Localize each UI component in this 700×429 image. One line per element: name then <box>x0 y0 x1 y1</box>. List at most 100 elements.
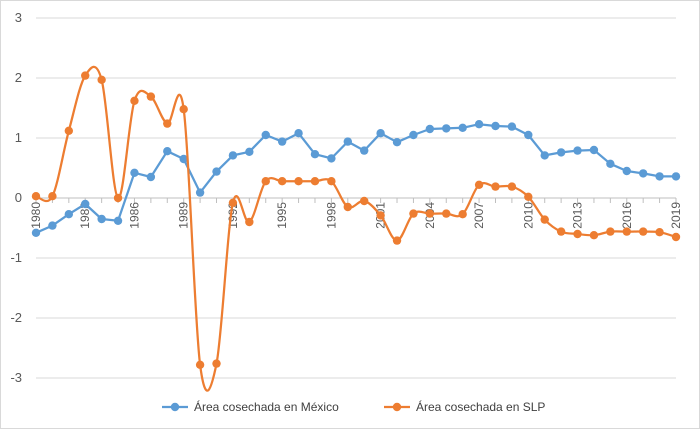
data-point <box>64 126 74 135</box>
data-point <box>360 196 369 206</box>
data-point <box>638 227 648 236</box>
data-point <box>113 216 123 225</box>
data-point <box>392 236 402 245</box>
data-point <box>556 148 566 157</box>
data-point <box>442 124 451 133</box>
data-point <box>97 214 106 224</box>
data-point <box>376 129 385 138</box>
data-point <box>81 199 90 209</box>
data-point <box>261 130 270 140</box>
data-point <box>442 209 451 218</box>
y-tick-label: -3 <box>10 370 22 385</box>
legend-marker <box>170 402 180 412</box>
legend: Área cosechada en México Área cosechada e… <box>162 399 545 414</box>
legend-label-area-cosechada-en-mexico: Área cosechada en México <box>194 399 339 414</box>
data-point <box>671 232 681 242</box>
x-tick-label: 2019 <box>669 202 683 229</box>
data-point <box>474 120 484 129</box>
data-point <box>589 145 599 155</box>
data-point <box>245 147 254 156</box>
data-point <box>48 192 57 201</box>
series-line-area-cosechada-en-mexico <box>35 123 676 234</box>
x-tick-label: 1980 <box>29 202 43 229</box>
data-point <box>638 169 648 178</box>
data-point <box>507 182 517 191</box>
data-point <box>425 209 435 218</box>
data-point <box>179 105 188 114</box>
data-point <box>48 221 57 230</box>
data-point <box>376 211 385 220</box>
data-point <box>228 151 238 160</box>
data-point <box>310 150 320 159</box>
x-tick-label: 2013 <box>571 202 585 229</box>
data-point <box>327 154 336 163</box>
data-point <box>327 177 336 186</box>
data-point <box>113 193 123 203</box>
series-lines <box>31 65 681 392</box>
y-tick-label: 2 <box>15 70 22 85</box>
data-point <box>277 137 287 146</box>
data-point <box>392 138 402 147</box>
data-point <box>163 119 172 128</box>
data-point <box>64 210 74 219</box>
data-point <box>491 182 500 191</box>
data-point <box>671 172 681 181</box>
data-point <box>524 192 533 201</box>
data-point <box>31 192 41 201</box>
data-point <box>540 151 549 160</box>
data-point <box>179 154 188 164</box>
y-tick-label: 1 <box>15 130 22 145</box>
legend-label-area-cosechada-en-slp: Área cosechada en SLP <box>416 399 545 414</box>
x-tick-label: 1989 <box>177 202 191 229</box>
data-point <box>195 188 205 197</box>
data-point <box>277 177 287 186</box>
x-tick-label: 1995 <box>275 202 289 229</box>
x-tick-label: 2016 <box>620 202 634 229</box>
data-point <box>97 75 106 85</box>
x-tick-label: 1986 <box>127 202 141 229</box>
data-point <box>622 227 631 236</box>
data-point <box>474 180 484 189</box>
y-axis-tick-labels: 3 2 1 0 -1 -2 -3 <box>10 10 22 385</box>
data-point <box>409 209 418 218</box>
data-point <box>195 360 205 369</box>
data-point <box>458 123 467 132</box>
data-point <box>655 228 664 237</box>
data-point <box>655 172 664 181</box>
data-point <box>343 202 352 212</box>
y-tick-label: -1 <box>10 250 22 265</box>
data-point <box>425 124 435 134</box>
data-point <box>310 177 320 186</box>
data-point <box>589 231 599 240</box>
data-point <box>540 215 549 224</box>
data-point <box>491 121 500 131</box>
y-tick-label: 3 <box>15 10 22 25</box>
legend-marker <box>392 402 402 412</box>
y-tick-label: 0 <box>15 190 22 205</box>
data-point <box>228 198 238 207</box>
data-point <box>524 130 533 140</box>
data-point <box>409 130 418 140</box>
data-point <box>294 177 303 186</box>
data-point <box>458 210 467 219</box>
data-point <box>606 227 615 236</box>
x-tick-label: 2010 <box>521 202 535 229</box>
data-point <box>245 217 254 227</box>
data-point <box>146 92 156 101</box>
data-point <box>81 71 90 80</box>
x-tick-label: 2007 <box>472 202 486 229</box>
data-point <box>573 146 582 155</box>
x-tick-label: 1998 <box>324 202 338 229</box>
data-point <box>606 159 615 168</box>
data-point <box>622 166 631 176</box>
data-point <box>261 177 270 186</box>
data-point <box>212 359 221 368</box>
y-tick-label: -2 <box>10 310 22 325</box>
data-point <box>31 228 41 237</box>
data-point <box>130 96 139 106</box>
data-point <box>573 229 582 239</box>
data-point <box>130 168 139 177</box>
data-point <box>212 167 221 176</box>
